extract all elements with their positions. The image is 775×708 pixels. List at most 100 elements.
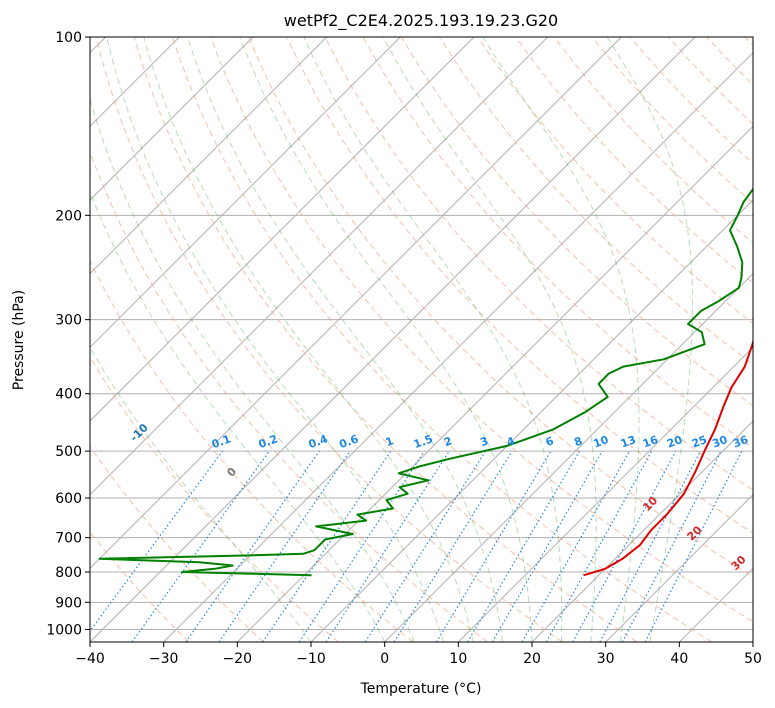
moist-adiabat-line [606,37,694,642]
dry-adiabat-line [90,356,339,642]
x-tick-label: 40 [670,651,688,667]
dry-adiabat-line [248,37,753,578]
mixing-ratio-line [572,450,677,642]
y-axis: 100 200 300 400 500 600 700 800 900 1000 [46,30,90,638]
moist-adiabat-line [303,37,563,642]
x-tick-label: −30 [149,651,179,667]
mixing-ratio-label: 0.2 [257,432,280,451]
dry-adiabat-line [133,37,638,642]
mixing-ratio-label: 25 [690,433,709,450]
y-tick-label: 800 [55,565,82,581]
y-tick-label: 100 [55,30,82,46]
y-tick-label: 700 [55,531,82,547]
dry-adiabat-label: -10 [128,421,151,444]
mixing-ratio-label: 13 [619,433,638,450]
y-tick-label: 500 [55,444,82,460]
dry-adiabat-line [324,37,753,491]
mixing-ratio-label: 20 [665,433,684,451]
dry-adiabat-line [515,37,753,284]
mixing-ratio-label: 4 [505,434,517,449]
dry-adiabat-line [668,37,753,125]
x-tick-label: 10 [449,651,467,667]
x-tick-label: 0 [380,651,389,667]
isotherm-line [90,37,328,275]
temperature-profile [583,338,753,577]
mixing-ratio-line [364,450,486,642]
mixing-ratio-label: 16 [641,433,660,451]
dry-adiabat-line [744,37,753,47]
isotherm-line [90,37,254,201]
isotherm-line [90,37,549,496]
mixing-ratio-line [262,450,392,642]
moist-adiabat-line [90,346,312,642]
isotherm-line [384,272,753,642]
isotherm-line [678,567,753,642]
isotherm-line [310,199,753,642]
y-axis-label: Pressure (hPa) [11,290,27,390]
mixing-ratio-label: 2 [442,434,454,449]
mixing-ratio-label: 0.1 [210,432,233,451]
dry-adiabat-line [90,531,190,642]
dry-adiabat-line [706,37,753,86]
dry-adiabat-line [90,445,264,642]
moist-adiabat-line [90,190,386,642]
plot-frame [89,36,754,643]
y-tick-label: 1000 [46,622,82,638]
x-tick-label: 20 [523,651,541,667]
mixing-ratio-line [435,450,552,642]
mixing-ratio-line [466,450,580,642]
isotherm-line [531,420,753,642]
dry-adiabat-line [171,37,712,642]
dry-adiabat-line [438,37,753,366]
x-tick-label: −20 [223,651,253,667]
y-tick-label: 200 [55,208,82,224]
isotherm-line [90,37,696,642]
mixing-ratio-line [325,450,450,642]
isotherm-line [163,51,753,642]
isotherm-line [236,125,753,642]
isotherm-line [457,346,753,642]
dry-adiabat-line [95,37,563,642]
mixing-ratio-line [491,450,603,642]
moist-adiabat-label: 30 [729,553,749,573]
chart-title: wetPf2_C2E4.2025.193.19.23.G20 [284,11,558,31]
x-tick-label: −10 [296,651,326,667]
moist-adiabat-line [90,97,415,642]
isotherm-line [90,37,622,570]
moist-adiabat-line [382,37,597,642]
background-lines [90,37,753,642]
x-tick-label: 30 [597,651,615,667]
moist-adiabat-line [106,37,445,642]
moist-adiabat-line [239,37,533,642]
mixing-ratio-label: 1.5 [412,432,435,451]
x-axis-label: Temperature (°C) [360,681,482,697]
mixing-ratio-label: 1 [384,434,396,449]
moist-adiabat-line [187,37,503,642]
mixing-ratio-line [599,450,702,642]
line-labels: 0.10.20.40.611.52346810131620253036-100-… [128,421,751,573]
mixing-ratio-label: 0.4 [307,432,330,451]
isotherm-line [752,641,753,642]
mixing-ratio-label: 10 [592,433,611,451]
dry-adiabat-line [210,37,753,623]
moist-adiabat-label: 20 [685,523,705,543]
dewpoint-profile [98,187,753,577]
y-tick-label: 900 [55,595,82,611]
dry-adiabat-line [553,37,753,244]
mixing-ratio-line [185,450,320,642]
moist-adiabat-line [482,37,640,642]
mixing-ratio-line [644,450,743,642]
mixing-ratio-label: 3 [478,434,490,449]
mixing-ratio-line [218,450,351,642]
x-axis: −40 −30 −20 −10 0 10 20 30 40 50 [75,642,762,667]
mixing-ratio-label: 8 [572,434,584,449]
isotherm-line [90,37,401,349]
mixing-ratio-line [393,450,513,642]
dry-adiabat-line [591,37,753,204]
mixing-ratio-label: 0.6 [338,432,361,451]
x-tick-label: −40 [75,651,105,667]
mixing-ratio-label: 6 [544,434,556,449]
x-tick-label: 50 [744,651,762,667]
isotherm-line [605,493,753,642]
